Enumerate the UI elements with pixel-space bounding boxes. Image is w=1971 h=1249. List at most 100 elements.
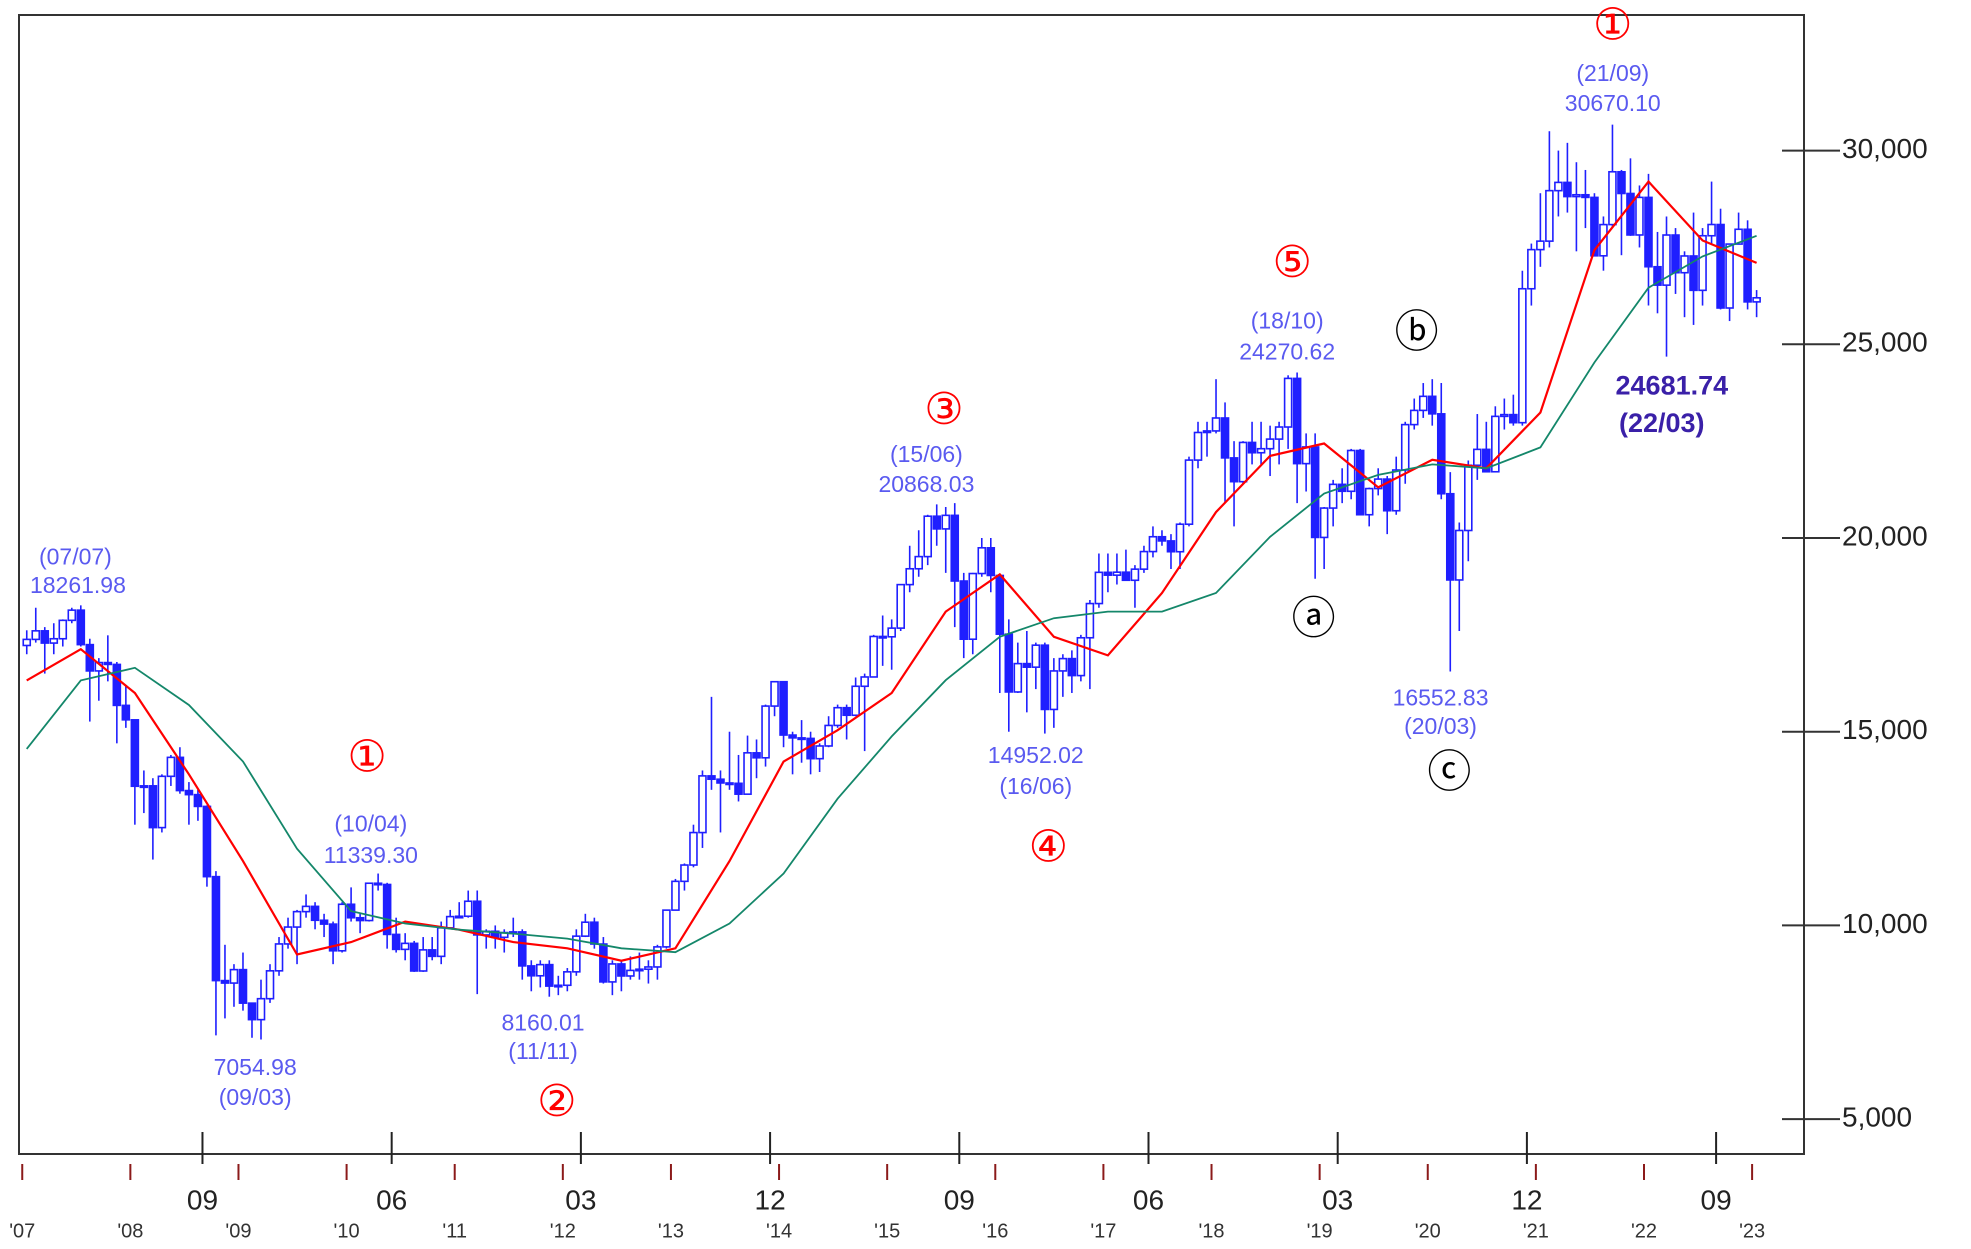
candle-body: [932, 515, 942, 530]
candle-body: [1491, 415, 1500, 473]
price-annotation: (20/03): [1404, 713, 1477, 739]
candle-body: [1040, 644, 1050, 711]
candle-body: [644, 966, 653, 971]
candle-body: [1689, 255, 1698, 292]
candle-body: [1148, 535, 1158, 553]
candle-body: [373, 882, 383, 886]
candle-body: [680, 864, 689, 883]
candle-body: [229, 968, 239, 984]
year-tick-label: '22: [1631, 1220, 1657, 1242]
candle-body: [1436, 413, 1446, 495]
candle-body: [1382, 478, 1392, 512]
candle-body: [608, 963, 617, 983]
candle-body: [1364, 487, 1374, 516]
year-tick-label: '19: [1307, 1220, 1333, 1242]
candle-body: [1049, 670, 1059, 711]
candle-body: [797, 737, 806, 741]
candle-body: [265, 970, 275, 1000]
candle-body: [1310, 446, 1320, 539]
year-tick-label: '21: [1523, 1220, 1549, 1242]
wave-label: ①: [347, 731, 386, 782]
candle-body: [1193, 431, 1203, 461]
candle-body: [788, 734, 797, 739]
candle-body: [887, 627, 896, 638]
candle-body: [1328, 483, 1338, 509]
candle-body: [860, 676, 869, 688]
candle-body: [337, 903, 347, 952]
candle-body: [1238, 441, 1248, 483]
candle-body: [1518, 287, 1527, 424]
candle-body: [1635, 196, 1644, 236]
candle-body: [1283, 377, 1293, 428]
year-tick-label: '07: [9, 1220, 35, 1242]
candle-body: [1220, 417, 1230, 459]
price-annotation: 11339.30: [324, 842, 418, 868]
candle-body: [572, 935, 581, 973]
candle-body: [319, 919, 329, 925]
candle-body: [40, 630, 50, 644]
candle-body: [1139, 550, 1149, 570]
candle-body: [1184, 459, 1194, 526]
x-tick-label: 09: [1701, 1184, 1732, 1215]
price-annotation: 20868.03: [878, 471, 974, 497]
price-annotation: 14952.02: [988, 742, 1084, 768]
candle-body: [635, 968, 644, 972]
y-tick-label: 25,000: [1842, 327, 1928, 358]
candle-body: [1554, 181, 1563, 192]
candle-body: [1680, 255, 1689, 274]
candle-body: [959, 580, 969, 641]
candle-body: [364, 882, 374, 922]
candle-body: [941, 514, 951, 530]
candle-body: [1166, 540, 1176, 553]
candle-body: [1536, 240, 1545, 251]
candle-body: [1319, 507, 1329, 539]
candle-body: [1482, 448, 1491, 473]
candle-body: [49, 637, 59, 644]
candle-body: [1427, 395, 1437, 415]
candle-body: [31, 630, 41, 641]
candle-body: [382, 883, 392, 936]
x-tick-label: 03: [1322, 1184, 1353, 1215]
x-tick-label: 06: [376, 1184, 407, 1215]
candle-body: [590, 921, 599, 945]
candle-body: [1022, 662, 1032, 668]
y-tick-label: 10,000: [1842, 908, 1928, 939]
candle-body: [761, 705, 770, 759]
candle-body: [662, 909, 671, 948]
candle-body: [112, 663, 122, 707]
candle-body: [1229, 457, 1239, 483]
candle-body: [1581, 193, 1590, 199]
candle-body: [1545, 189, 1554, 242]
candle-body: [1409, 409, 1419, 426]
candle-body: [1103, 571, 1113, 576]
candle-body: [995, 574, 1005, 635]
candle-body: [770, 680, 779, 707]
candle-body: [184, 789, 194, 796]
candle-body: [1211, 417, 1221, 432]
candle-body: [734, 782, 743, 795]
wave-label: ⓒ: [1427, 746, 1471, 797]
candle-body: [1031, 644, 1041, 668]
candle-body: [1463, 464, 1473, 532]
candle-body: [536, 963, 545, 977]
price-annotation: (09/03): [219, 1084, 292, 1110]
price-annotation: 24270.62: [1239, 339, 1335, 365]
candle-body: [923, 515, 933, 558]
candle-body: [1644, 196, 1653, 268]
candle-body: [1112, 571, 1122, 576]
candle-body: [400, 942, 410, 951]
candle-body: [22, 638, 32, 647]
candle-body: [671, 880, 680, 911]
candle-body: [1743, 228, 1752, 303]
year-tick-label: '18: [1198, 1220, 1224, 1242]
candle-body: [653, 946, 662, 968]
year-tick-label: '17: [1090, 1220, 1116, 1242]
candle-body: [1247, 441, 1257, 454]
price-annotation: (07/07): [39, 543, 112, 569]
candle-body: [743, 752, 752, 795]
candle-body: [878, 635, 887, 639]
candle-body: [815, 745, 824, 760]
candle-body: [1725, 243, 1734, 309]
candle-body: [986, 547, 996, 577]
candle-body: [1707, 223, 1716, 237]
